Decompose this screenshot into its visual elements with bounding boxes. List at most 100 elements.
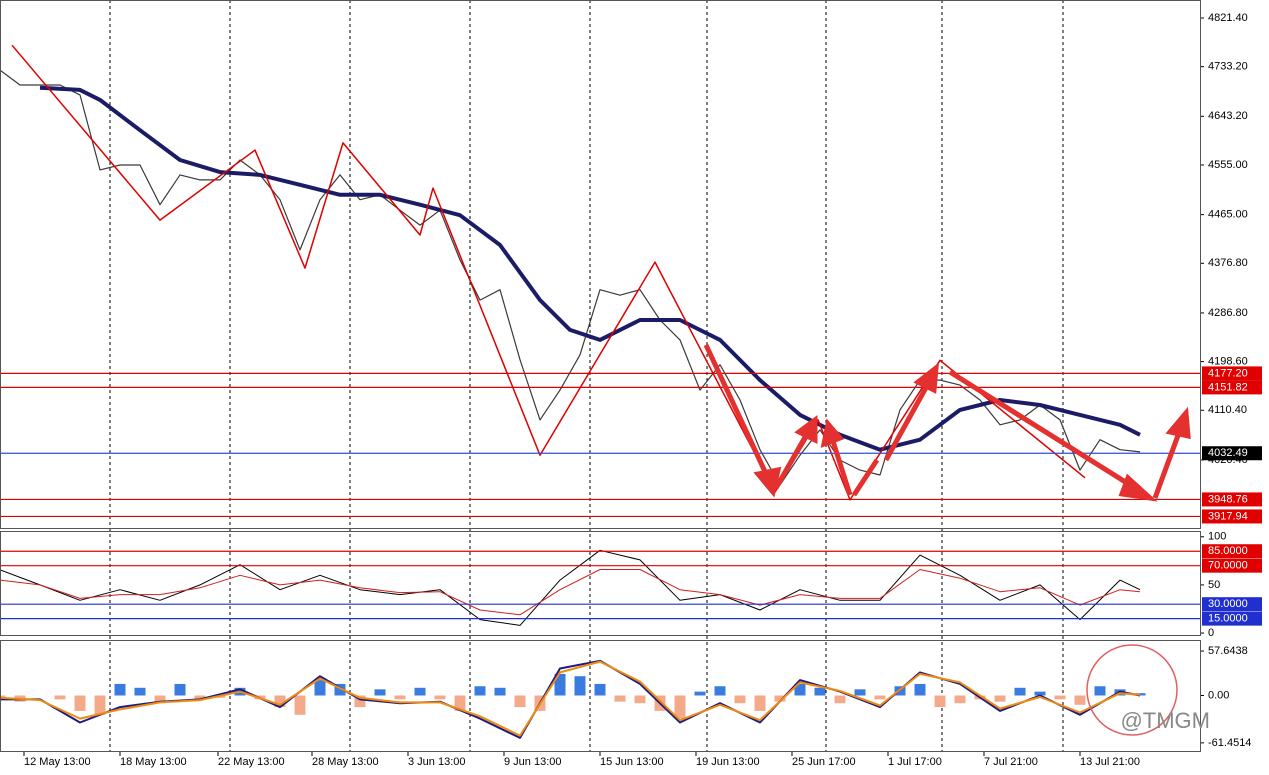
- histogram-bar: [54, 695, 66, 700]
- level-label: 70.0000: [1208, 560, 1248, 572]
- histogram-bar: [634, 695, 646, 704]
- highlight-circle: [1086, 644, 1178, 736]
- y-tick-label: 4110.40: [1208, 404, 1247, 416]
- level-box: [1202, 366, 1262, 381]
- x-tick-label: 25 Jun 17:00: [792, 756, 856, 768]
- level-label: 85.0000: [1208, 545, 1248, 557]
- y-tick-label: 4643.20: [1208, 110, 1248, 122]
- histogram-bar: [514, 695, 526, 708]
- histogram-bar: [394, 695, 406, 700]
- histogram-bar: [274, 695, 286, 708]
- x-tick-label: 22 May 13:00: [218, 756, 285, 768]
- histogram-bar: [474, 686, 486, 696]
- x-tick-label: 1 Jul 17:00: [888, 756, 942, 768]
- y-tick-label: 50: [1208, 579, 1220, 591]
- level-label: 3917.94: [1208, 510, 1248, 522]
- histogram-bar: [874, 695, 886, 700]
- histogram-bar: [134, 687, 146, 696]
- histogram-bar: [494, 687, 506, 696]
- panel-frames: [0, 0, 1201, 752]
- series-line: [0, 569, 1141, 616]
- series-line: [0, 69, 1141, 486]
- x-tick-label: 3 Jun 13:00: [408, 756, 466, 768]
- y-tick-label: 4821.40: [1208, 12, 1248, 24]
- histogram-bar: [614, 695, 626, 702]
- level-label: 4032.49: [1208, 447, 1248, 459]
- x-tick-label: 7 Jul 21:00: [984, 756, 1038, 768]
- y-tick-label: 57.6438: [1208, 645, 1248, 657]
- histogram-bar: [1014, 687, 1026, 696]
- level-box: [1202, 597, 1262, 612]
- x-tick-label: 13 Jul 21:00: [1080, 756, 1140, 768]
- x-tick-label: 9 Jun 13:00: [504, 756, 562, 768]
- histogram-bar: [814, 687, 826, 696]
- histogram-bar: [694, 691, 706, 696]
- histogram-bar: [794, 683, 806, 696]
- level-box: [1202, 611, 1262, 626]
- histogram-bar: [74, 695, 86, 711]
- histogram-bar: [914, 683, 926, 696]
- histogram-bar: [294, 695, 306, 715]
- y-tick-label: 4555.00: [1208, 159, 1248, 171]
- level-label: 15.0000: [1208, 613, 1248, 625]
- histogram-bar: [354, 695, 366, 708]
- y-tick-label: -61.4514: [1208, 737, 1251, 749]
- y-tick-label: 4465.00: [1208, 209, 1248, 221]
- histogram-bar: [574, 676, 586, 696]
- level-label: 30.0000: [1208, 598, 1248, 610]
- y-tick-label: 4286.80: [1208, 307, 1248, 319]
- histogram-bar: [114, 683, 126, 696]
- y-tick-label: 0.00: [1208, 689, 1229, 701]
- histogram-bar: [954, 695, 966, 704]
- histogram-bar: [554, 673, 566, 696]
- level-box: [1202, 544, 1262, 559]
- histogram-bar: [714, 686, 726, 696]
- histogram-bar: [994, 695, 1006, 702]
- x-tick-label: 28 May 13:00: [312, 756, 379, 768]
- histogram-bar: [314, 680, 326, 696]
- histogram-bar: [1034, 691, 1046, 696]
- y-tick-label: 100: [1208, 531, 1226, 543]
- histogram-bar: [834, 695, 846, 704]
- histogram-bar: [334, 683, 346, 696]
- x-tick-label: 12 May 13:00: [24, 756, 91, 768]
- histogram-bar: [434, 695, 446, 700]
- level-box: [1202, 446, 1262, 461]
- x-tick-label: 19 Jun 13:00: [696, 756, 760, 768]
- histogram-bar: [174, 683, 186, 696]
- histogram-bar: [194, 695, 206, 700]
- histogram-bar: [1054, 695, 1066, 700]
- series-line: [11, 44, 1086, 501]
- level-box: [1202, 380, 1262, 395]
- histogram-bar: [0, 695, 6, 698]
- y-tick-label: 4376.80: [1208, 257, 1248, 269]
- period-separators: [109, 0, 1064, 752]
- histogram-bar: [374, 689, 386, 696]
- level-box: [1202, 509, 1262, 524]
- series-line: [0, 660, 1141, 737]
- level-label: 3948.76: [1208, 493, 1248, 505]
- histogram-bar: [934, 695, 946, 708]
- histogram-bar: [674, 695, 686, 719]
- histogram-bar: [1094, 686, 1106, 696]
- level-label: 4177.20: [1208, 367, 1248, 379]
- histogram-bar: [414, 687, 426, 696]
- level-box: [1202, 492, 1262, 507]
- histogram-bar: [594, 683, 606, 696]
- trend-arrows: [703, 343, 1191, 502]
- histogram-bar: [854, 689, 866, 696]
- level-label: 4151.82: [1208, 381, 1248, 393]
- y-tick-label: 0: [1208, 627, 1214, 639]
- histogram-bar: [454, 695, 466, 711]
- y-tick-label: 4733.20: [1208, 61, 1248, 73]
- histogram-bar: [1074, 695, 1086, 705]
- histogram-bar: [754, 695, 766, 711]
- histogram-bar: [734, 695, 746, 704]
- histogram-bar: [94, 695, 106, 715]
- series-line: [39, 85, 1141, 452]
- y-tick-label: 4198.60: [1208, 356, 1248, 368]
- level-box: [1202, 558, 1262, 573]
- watermark: @TMGM: [1120, 708, 1210, 733]
